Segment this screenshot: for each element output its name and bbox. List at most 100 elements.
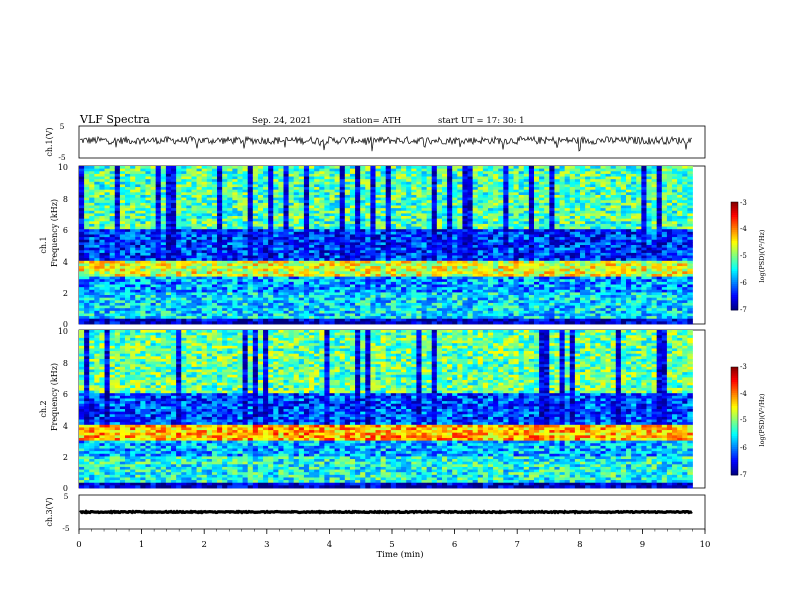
spectrogram-cell [191,297,197,301]
spectrogram-cell [94,239,100,243]
spectrogram-cell [99,305,105,309]
spectrogram-cell [237,271,243,275]
spectrogram-cell [268,213,274,217]
spectrogram-cell [99,189,105,193]
spectrogram-cell [114,189,121,193]
spectrogram-cell [114,168,121,172]
spectrogram-cell [171,184,177,188]
spectrogram-cell [441,258,448,262]
spectrogram-cell [452,292,458,296]
spectrogram-cell [130,229,136,233]
spectrogram-cell [191,300,197,304]
spectrogram-cell [416,318,422,322]
spectrogram-cell [498,171,504,175]
spectrogram-cell [324,308,330,312]
spectrogram-cell [99,281,105,285]
spectrogram-cell [314,205,320,209]
spectrogram-cell [196,273,203,277]
spectrogram-cell [482,237,489,241]
spectrogram-cell [324,239,330,243]
spectrogram-cell [365,289,371,293]
spectrogram-cell [165,273,172,277]
spectrogram-cell [130,289,136,293]
spectrogram-cell [472,239,479,243]
spectrogram-cell [344,237,351,241]
spectrogram-cell [135,221,141,225]
spectrogram-cell [237,289,243,293]
spectrogram-cell [344,289,351,293]
spectrogram-cell [452,300,458,304]
spectrogram-cell [390,210,397,214]
spectrogram-cell [457,179,463,183]
spectrogram-cell [482,210,489,214]
spectrogram-cell [498,260,504,264]
spectrogram-cell [191,263,197,267]
spectrogram-cell [370,266,376,270]
spectrogram-cell [176,247,182,251]
spectrogram-cell [196,210,203,214]
spectrogram-cell [186,192,192,196]
spectrogram-cell [380,321,387,325]
spectrogram-cell [406,226,412,230]
spectrogram-cell [227,218,233,222]
spectrogram-cell [278,245,284,249]
spectrogram-cell [390,173,397,177]
spectrogram-cell [355,197,361,201]
spectrogram-cell [140,247,146,251]
spectrogram-cell [441,302,448,306]
spectrogram-cell [355,192,361,196]
spectrogram-cell [426,242,433,246]
spectrogram-cell [268,266,274,270]
spectrogram-cell [426,218,433,222]
spectrogram-cell [385,221,392,225]
spectrogram-cell [477,229,484,233]
spectrogram-cell [390,258,397,262]
spectrogram-cell [334,223,341,227]
spectrogram-cell [109,189,116,193]
spectrogram-cell [125,187,131,191]
spectrogram-cell [462,266,468,270]
spectrogram-cell [293,168,300,172]
spectrogram-cell [349,210,356,214]
spectrogram-cell [94,281,100,285]
spectrogram-cell [160,166,167,170]
spectrogram-cell [217,176,223,180]
spectrogram-cell [283,297,289,301]
spectrogram-cell [288,237,295,241]
spectrogram-cell [252,263,259,267]
spectrogram-cell [303,237,310,241]
spectrogram-cell [145,279,151,283]
spectrogram-cell [390,250,397,254]
spectrogram-cell [79,292,85,296]
spectrogram-cell [283,260,289,264]
spectrogram-cell [334,226,341,230]
spectrogram-cell [385,179,392,183]
spectrogram-cell [191,210,197,214]
spectrogram-cell [298,239,305,243]
spectrogram-cell [186,200,192,204]
spectrogram-cell [360,287,366,291]
spectrogram-cell [298,208,305,212]
spectrogram-cell [288,321,295,325]
spectrogram-cell [211,302,218,306]
spectrogram-cell [360,229,366,233]
spectrogram-cell [232,226,238,230]
spectrogram-cell [487,289,494,293]
spectrogram-cell [252,168,259,172]
spectrogram-cell [298,300,305,304]
spectrogram-cell [487,284,494,288]
spectrogram-cell [176,197,182,201]
spectrogram-cell [472,258,479,262]
spectrogram-cell [217,279,223,283]
spectrogram-cell [79,271,85,275]
spectrogram-cell [309,310,315,314]
spectrogram-cell [370,202,376,206]
spectrogram-cell [242,289,249,293]
spectrogram-cell [416,316,422,320]
spectrogram-cell [165,292,172,296]
spectrogram-cell [160,229,167,233]
spectrogram-cell [421,281,428,285]
spectrogram-cell [334,216,341,220]
spectrogram-cell [145,202,151,206]
spectrogram-cell [278,197,284,201]
